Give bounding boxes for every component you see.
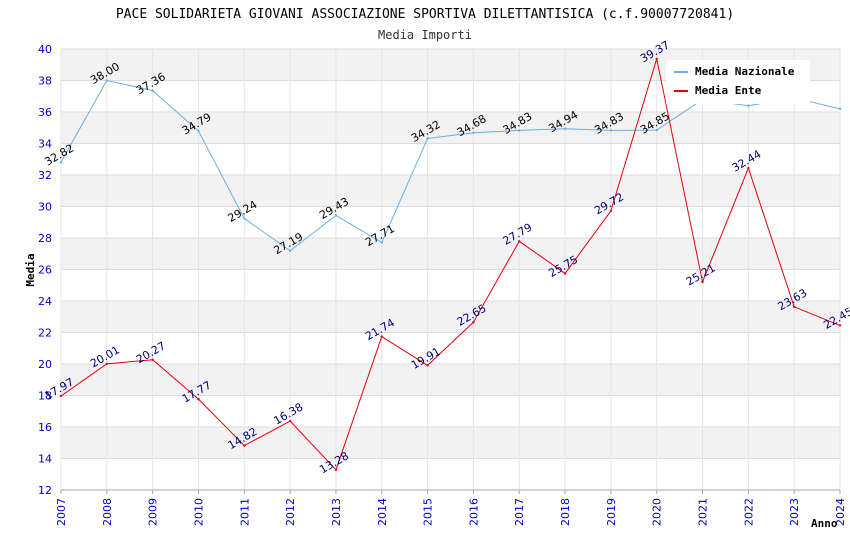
x-axis-ticks: 2007 2008 2009 2010 2011 2012 2013 2014 2015 2016…	[55, 490, 847, 526]
grid-band	[61, 301, 840, 333]
x-tick-label: 2023	[788, 498, 801, 526]
data-point-media-nazionale	[243, 217, 246, 220]
y-tick-label: 16	[38, 421, 52, 434]
x-tick-label: 2012	[284, 498, 297, 526]
y-tick-label: 18	[38, 390, 52, 403]
x-tick-label: 2020	[651, 498, 664, 526]
grid-band	[61, 112, 840, 144]
data-point-media-ente	[243, 444, 246, 447]
data-point-media-ente	[105, 362, 109, 366]
x-tick-label: 2022	[742, 498, 755, 526]
y-tick-label: 36	[38, 106, 52, 119]
data-point-media-nazionale	[655, 128, 658, 132]
data-point-media-ente	[838, 324, 842, 327]
x-tick-label: 2016	[467, 498, 480, 526]
data-point-media-ente	[380, 335, 383, 338]
x-tick-label: 2024	[834, 498, 847, 526]
y-tick-label: 40	[38, 43, 52, 56]
legend-label-media-nazionale: Media Nazionale	[695, 65, 795, 78]
y-tick-label: 32	[38, 169, 52, 182]
y-tick-label: 26	[38, 264, 52, 277]
y-tick-label: 38	[38, 75, 52, 88]
data-point-media-ente	[563, 272, 567, 275]
data-point-media-nazionale	[151, 89, 154, 92]
x-tick-label: 2007	[55, 498, 68, 526]
data-point-media-nazionale	[334, 214, 338, 217]
data-point-media-nazionale	[838, 107, 842, 111]
data-point-media-nazionale	[380, 241, 383, 244]
x-tick-label: 2013	[330, 498, 343, 526]
x-axis-label: Anno	[811, 517, 838, 530]
data-point-media-ente	[334, 468, 338, 472]
x-tick-label: 2015	[422, 498, 435, 526]
legend-label-media-ente: Media Ente	[695, 84, 762, 97]
y-tick-label: 30	[38, 201, 52, 214]
x-tick-label: 2017	[513, 498, 526, 526]
y-axis-label: Media	[24, 253, 37, 286]
data-point-media-nazionale	[518, 129, 521, 132]
data-point-media-ente	[747, 166, 750, 170]
x-tick-label: 2018	[559, 498, 572, 526]
y-tick-label: 20	[38, 358, 52, 371]
data-point-media-ente	[518, 240, 521, 243]
x-tick-label: 2011	[238, 498, 251, 526]
data-point-media-ente	[151, 358, 154, 361]
data-point-media-ente	[792, 305, 796, 309]
y-axis-ticks: 12 14 16 18 20 22 24 26 28 30 32 34 36 38 40	[38, 43, 52, 497]
series-line-media-ente	[60, 58, 841, 471]
data-point-media-nazionale	[197, 129, 200, 133]
x-tick-label: 2010	[192, 498, 205, 526]
data-point-media-nazionale	[426, 137, 429, 140]
chart-subtitle: Media Importi	[378, 28, 472, 42]
grid-band	[61, 427, 840, 459]
x-tick-label: 2014	[376, 498, 389, 526]
x-tick-label: 2021	[697, 498, 710, 526]
legend: Media Nazionale Media Ente	[666, 60, 810, 104]
data-point-media-nazionale	[747, 104, 750, 107]
x-tick-label: 2009	[147, 498, 160, 526]
data-point-media-ente	[609, 209, 613, 213]
data-point-media-ente	[59, 394, 63, 398]
y-tick-label: 34	[38, 138, 52, 151]
data-point-media-nazionale	[563, 127, 567, 130]
chart-title: PACE SOLIDARIETA GIOVANI ASSOCIAZIONE SP…	[116, 7, 734, 22]
y-tick-label: 28	[38, 232, 52, 245]
y-tick-label: 24	[38, 295, 52, 308]
x-tick-label: 2008	[101, 498, 114, 526]
grid-band	[61, 364, 840, 396]
data-point-media-ente	[288, 419, 292, 423]
x-tick-label: 2019	[605, 498, 618, 526]
data-point-media-nazionale	[472, 131, 475, 134]
y-tick-label: 22	[38, 327, 52, 340]
data-point-media-ente	[197, 397, 200, 401]
legend-box	[666, 60, 810, 104]
data-point-media-nazionale	[59, 160, 63, 164]
grid-band	[61, 175, 840, 207]
y-tick-label: 14	[38, 453, 52, 466]
data-point-media-ente	[426, 364, 429, 367]
data-point-media-ente	[472, 321, 475, 324]
data-point-media-nazionale	[105, 79, 109, 82]
data-point-media-ente	[655, 57, 658, 61]
data-point-media-nazionale	[288, 249, 292, 252]
data-point-media-ente	[701, 280, 704, 284]
grid-band	[61, 238, 840, 270]
y-tick-label: 12	[38, 484, 52, 497]
data-point-media-nazionale	[609, 129, 613, 132]
